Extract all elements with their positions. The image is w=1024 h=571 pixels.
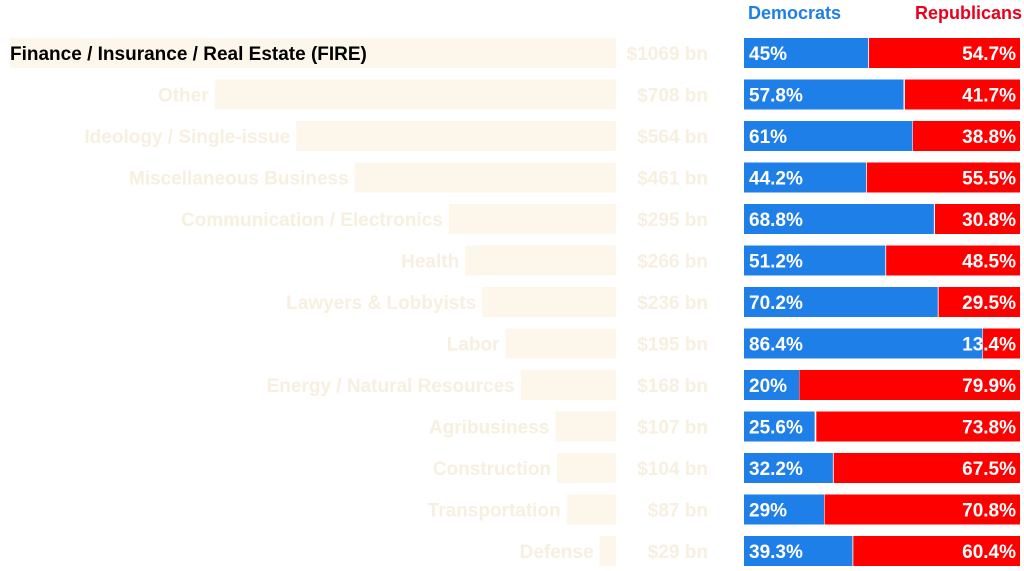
sector-total-label: $1069 bn [627,44,708,65]
sector-label: Agribusiness [429,418,549,439]
sector-label: Other [158,86,209,107]
democrats-share-bar [744,536,853,566]
democrats-share-label: 45% [749,44,787,65]
sector-total-label: $104 bn [637,459,708,480]
republicans-share-bar [934,204,1020,234]
republicans-share-label: 54.7% [962,44,1016,65]
sector-label: Lawyers & Lobbyists [286,293,476,314]
democrats-share-bar [744,79,904,110]
sector-label: Construction [433,459,551,480]
sector-total-label: $87 bn [648,501,708,522]
democrats-share-label: 51.2% [749,252,803,273]
republicans-share-bar [869,38,1020,68]
republicans-share-label: 70.8% [962,501,1016,522]
sector-total-bar [214,79,617,110]
legend-republicans: Republicans [914,3,1022,23]
republicans-share-bar [938,287,1020,317]
democrats-share-bar [744,162,866,193]
sector-total-label: $29 bn [648,542,708,563]
sector-label: Transportation [428,501,561,522]
sector-total-label: $295 bn [637,210,708,231]
sector-label: Miscellaneous Business [129,169,349,190]
republicans-share-bar [904,79,1020,110]
sector-total-label: $195 bn [637,335,708,356]
sector-total-bar [505,328,616,359]
republicans-share-label: 38.8% [962,127,1016,148]
republicans-share-bar [853,536,1020,566]
republicans-share-label: 48.5% [962,252,1016,273]
democrats-share-bar [744,204,934,234]
democrats-share-label: 70.2% [749,293,803,314]
republicans-share-label: 30.8% [962,210,1016,231]
legend-democrats: Democrats [748,3,842,23]
republicans-share-label: 13.4% [962,335,1016,356]
sector-label: Communication / Electronics [181,210,443,231]
sector-total-label: $168 bn [637,376,708,397]
democrats-share-label: 61% [749,127,787,148]
republicans-share-bar [983,328,1020,359]
democrats-share-bar [744,38,869,68]
republicans-share-label: 41.7% [962,86,1016,107]
sector-total-label: $708 bn [637,86,708,107]
democrats-share-label: 20% [749,376,787,397]
republicans-share-bar [866,162,1020,193]
sector-total-label: $564 bn [637,127,708,148]
democrats-share-label: 39.3% [749,542,803,563]
democrats-share-bar [744,494,825,525]
republicans-share-label: 73.8% [962,418,1016,439]
sector-label: Finance / Insurance / Real Estate (FIRE) [10,44,367,65]
sector-total-label: $266 bn [637,252,708,273]
democrats-share-label: 57.8% [749,86,803,107]
democrats-share-bar [744,121,913,151]
democrats-share-label: 25.6% [749,418,803,439]
sector-total-bar [448,204,616,234]
republicans-share-label: 79.9% [962,376,1016,397]
sector-total-bar [10,38,616,68]
democrats-share-bar [744,411,815,442]
sector-total-bar [566,494,616,525]
republicans-share-bar [833,453,1020,483]
democrats-share-bar [744,328,983,359]
republicans-share-label: 67.5% [962,459,1016,480]
republicans-share-label: 29.5% [962,293,1016,314]
republicans-share-label: 60.4% [962,542,1016,563]
sector-total-label: $461 bn [637,169,708,190]
sector-total-bar [354,162,616,193]
sector-total-bar [482,287,616,317]
republicans-share-label: 55.5% [962,169,1016,190]
republicans-share-bar [886,245,1020,276]
democrats-share-label: 68.8% [749,210,803,231]
sector-total-label: $107 bn [637,418,708,439]
sector-total-label: $236 bn [637,293,708,314]
democrats-share-label: 29% [749,501,787,522]
sector-total-bar [599,536,616,566]
sector-total-bar [557,453,616,483]
democrats-share-label: 44.2% [749,169,803,190]
sector-label: Ideology / Single-issue [84,127,290,148]
sector-label: Defense [520,542,594,563]
democrats-share-bar [744,453,833,483]
democrats-share-bar [744,370,800,400]
republicans-share-bar [824,494,1020,525]
sector-label: Energy / Natural Resources [267,376,515,397]
democrats-share-bar [744,287,938,317]
republicans-share-bar [912,121,1020,151]
republicans-share-bar [816,411,1020,442]
republicans-share-bar [799,370,1020,400]
sector-total-bar [555,411,616,442]
sector-total-bar [520,370,616,400]
democrats-share-label: 32.2% [749,459,803,480]
sector-total-bar [465,245,616,276]
sector-label: Health [401,252,459,273]
sector-total-bar [296,121,616,151]
democrats-share-bar [744,245,886,276]
democrats-share-label: 86.4% [749,335,803,356]
sector-label: Labor [447,335,500,356]
